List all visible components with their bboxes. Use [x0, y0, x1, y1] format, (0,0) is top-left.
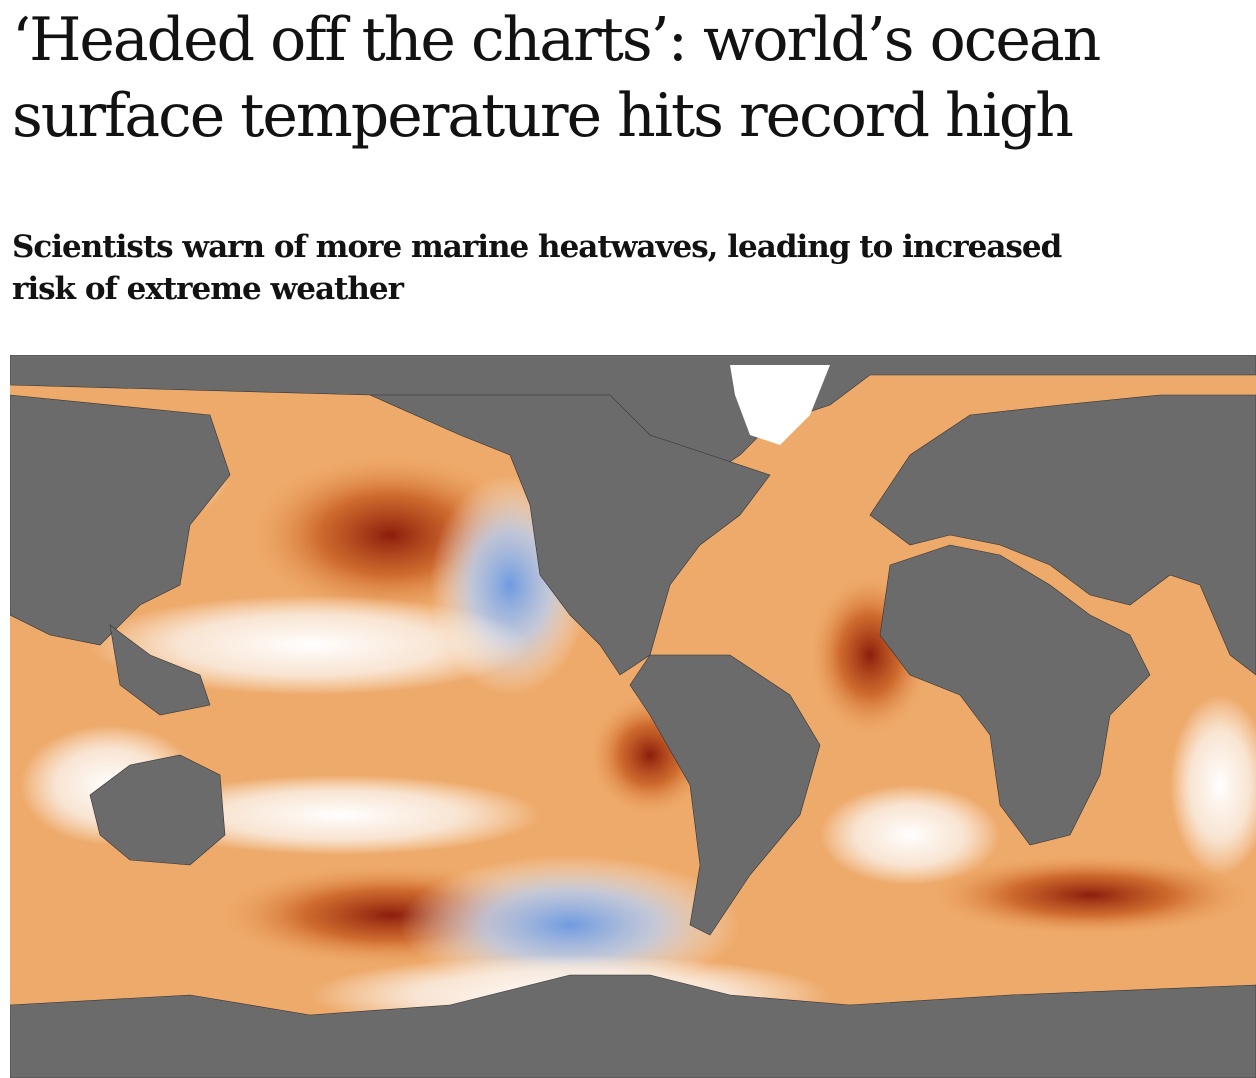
- landmass: [10, 355, 1256, 1078]
- headline: ‘Headed off the charts’: world’s ocean s…: [12, 5, 1101, 151]
- standfirst: Scientists warn of more marine heatwaves…: [12, 229, 1062, 307]
- sea-temperature-map: [10, 355, 1256, 1078]
